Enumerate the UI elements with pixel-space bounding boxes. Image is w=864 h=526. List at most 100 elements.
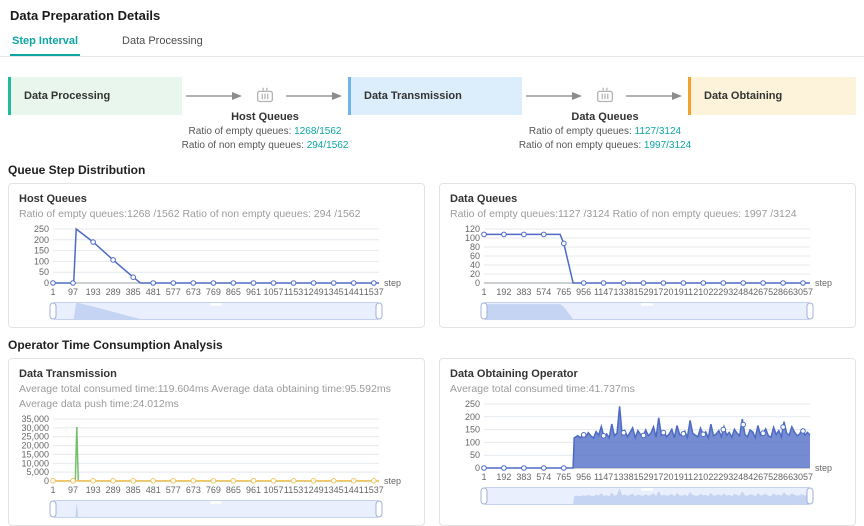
svg-text:20,000: 20,000	[21, 441, 49, 451]
svg-text:1911: 1911	[674, 472, 693, 482]
svg-text:2866: 2866	[773, 287, 793, 297]
data-transmission-chart[interactable]: 05,00010,00015,00020,00025,00030,00035,0…	[19, 413, 414, 497]
svg-text:289: 289	[106, 287, 121, 297]
svg-text:0: 0	[475, 278, 480, 288]
svg-text:50: 50	[470, 450, 480, 460]
svg-text:3057: 3057	[793, 287, 813, 297]
svg-text:1529: 1529	[633, 287, 653, 297]
svg-text:2866: 2866	[773, 472, 793, 482]
svg-text:1153: 1153	[284, 485, 303, 495]
tab-data-processing[interactable]: Data Processing	[122, 35, 203, 47]
queue-cards-row: Host Queues Ratio of empty queues:1268 /…	[8, 183, 856, 328]
svg-text:192: 192	[496, 287, 511, 297]
empty-ratio: Ratio of empty queues: 1127/3124	[528, 126, 682, 137]
queue-icon	[257, 87, 273, 103]
svg-text:200: 200	[34, 235, 49, 245]
card-subtitle: Ratio of empty queues:1127 /3124 Ratio o…	[450, 208, 797, 220]
svg-text:step: step	[815, 278, 832, 288]
svg-text:5,000: 5,000	[26, 467, 49, 477]
svg-text:2102: 2102	[693, 287, 713, 297]
svg-text:1345: 1345	[324, 485, 344, 495]
card-title: Data Transmission	[19, 368, 117, 380]
svg-text:15,000: 15,000	[21, 449, 49, 459]
svg-text:769: 769	[206, 485, 221, 495]
host-queues-zoom-slider[interactable]	[19, 301, 414, 321]
svg-text:1537: 1537	[364, 287, 384, 297]
svg-text:100: 100	[34, 256, 49, 266]
svg-text:1: 1	[481, 287, 486, 297]
svg-text:1529: 1529	[633, 472, 653, 482]
data-obtaining-zoom-slider[interactable]	[450, 486, 845, 506]
svg-text:step: step	[384, 476, 401, 486]
svg-text:577: 577	[166, 287, 181, 297]
svg-text:1911: 1911	[674, 287, 693, 297]
operator-cards-row: Data Transmission Average total consumed…	[8, 358, 856, 526]
svg-text:step: step	[384, 278, 401, 288]
svg-text:577: 577	[166, 485, 181, 495]
svg-text:481: 481	[146, 287, 161, 297]
svg-text:193: 193	[86, 287, 101, 297]
svg-text:1720: 1720	[653, 287, 673, 297]
svg-text:80: 80	[470, 242, 480, 252]
data-queues-zoom-slider[interactable]	[450, 301, 845, 321]
arrow-right-icon	[526, 92, 582, 100]
svg-text:192: 192	[496, 472, 511, 482]
svg-text:3057: 3057	[793, 472, 813, 482]
nonempty-ratio: Ratio of non empty queues: 1997/3124	[518, 140, 692, 151]
tab-bar: Step Interval Data Processing	[0, 27, 864, 57]
svg-text:383: 383	[516, 472, 531, 482]
data-queues-info: Data Queues Ratio of empty queues: 1127/…	[490, 111, 720, 153]
svg-text:200: 200	[465, 412, 480, 422]
svg-text:0: 0	[44, 476, 49, 486]
host-queues-card: Host Queues Ratio of empty queues:1268 /…	[8, 183, 425, 328]
svg-text:1057: 1057	[264, 485, 284, 495]
svg-text:2484: 2484	[733, 287, 753, 297]
svg-text:1720: 1720	[653, 472, 673, 482]
svg-text:574: 574	[536, 472, 551, 482]
svg-text:1537: 1537	[364, 485, 384, 495]
tab-step-interval[interactable]: Step Interval	[10, 27, 81, 56]
svg-text:1345: 1345	[324, 287, 344, 297]
svg-text:step: step	[815, 463, 832, 473]
svg-text:1147: 1147	[594, 472, 613, 482]
svg-text:250: 250	[465, 399, 480, 409]
svg-text:1: 1	[50, 485, 55, 495]
card-subtitle: Average total consumed time:119.604ms Av…	[19, 383, 391, 395]
flow-connector	[622, 91, 688, 101]
pipeline-flow: Data Processing Host Queues Ratio of emp…	[8, 77, 856, 151]
svg-text:765: 765	[556, 287, 571, 297]
empty-ratio: Ratio of empty queues: 1268/1562	[188, 126, 342, 137]
svg-text:1249: 1249	[304, 287, 324, 297]
section-queue-step-distribution: Queue Step Distribution	[8, 163, 146, 177]
card-subtitle: Ratio of empty queues:1268 /1562 Ratio o…	[19, 208, 361, 220]
card-subtitle: Average data push time:24.012ms	[19, 398, 179, 410]
svg-text:481: 481	[146, 485, 161, 495]
flow-node-data-processing: Data Processing	[8, 77, 182, 115]
section-operator-time: Operator Time Consumption Analysis	[8, 338, 223, 352]
svg-text:150: 150	[465, 425, 480, 435]
svg-text:0: 0	[475, 463, 480, 473]
svg-text:2675: 2675	[753, 472, 773, 482]
arrow-right-icon	[186, 92, 242, 100]
arrow-right-icon	[626, 92, 682, 100]
svg-text:1249: 1249	[304, 485, 324, 495]
svg-text:865: 865	[226, 485, 241, 495]
flow-connector	[522, 91, 588, 101]
arrow-right-icon	[286, 92, 342, 100]
svg-text:150: 150	[34, 246, 49, 256]
svg-text:385: 385	[126, 287, 141, 297]
svg-text:961: 961	[246, 485, 261, 495]
queue-icon	[597, 87, 613, 103]
svg-text:673: 673	[186, 287, 201, 297]
card-title: Data Obtaining Operator	[450, 368, 578, 380]
svg-text:1147: 1147	[594, 287, 613, 297]
svg-text:120: 120	[465, 224, 480, 234]
svg-text:35,000: 35,000	[21, 414, 49, 424]
svg-text:20: 20	[470, 269, 480, 279]
svg-text:956: 956	[576, 472, 591, 482]
data-transmission-zoom-slider[interactable]	[19, 499, 414, 519]
svg-text:1441: 1441	[344, 287, 364, 297]
